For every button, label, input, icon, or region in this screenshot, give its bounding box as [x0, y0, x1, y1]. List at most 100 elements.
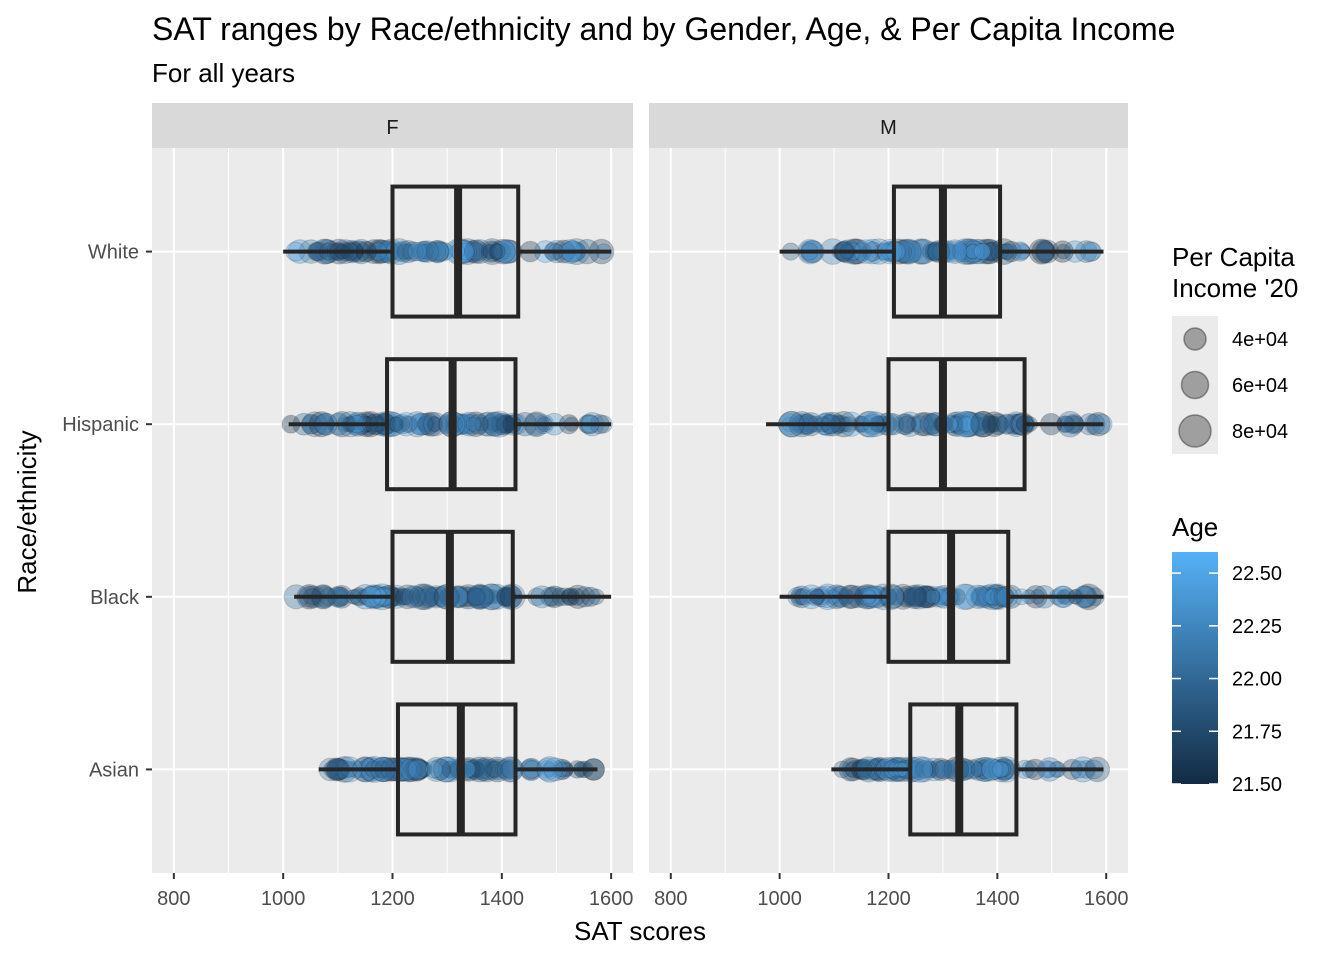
data-point — [417, 415, 435, 433]
data-point — [389, 415, 408, 434]
data-point — [392, 414, 413, 435]
data-point — [906, 588, 925, 606]
facet-strip-m — [649, 103, 1128, 148]
data-point — [474, 412, 499, 437]
data-point — [407, 759, 428, 780]
color-legend-label: 22.00 — [1232, 669, 1282, 691]
data-point — [457, 414, 478, 435]
data-point — [981, 411, 1008, 438]
facet-panels: F 800 1000 1200 1400 1600 M 800 1000 1200 1400 1600… — [62, 103, 1128, 910]
data-point — [424, 416, 442, 433]
data-point — [908, 239, 933, 264]
data-point — [902, 584, 928, 610]
data-point — [966, 238, 993, 265]
data-point — [971, 756, 998, 782]
color-legend-title: Age — [1172, 512, 1218, 542]
color-legend: Age 22.50 22.25 22.00 21.75 21.50 — [1172, 512, 1282, 796]
data-point — [465, 758, 488, 781]
data-point — [466, 583, 494, 610]
data-point — [396, 239, 420, 264]
points-m-black — [787, 583, 1105, 611]
data-point — [895, 413, 917, 436]
color-legend-label: 22.50 — [1232, 563, 1282, 585]
data-point — [475, 411, 501, 437]
points-f-hispanic — [281, 410, 613, 438]
data-point — [922, 243, 939, 260]
size-legend-label: 4e+04 — [1232, 329, 1288, 351]
data-point — [956, 243, 974, 261]
data-point — [985, 415, 1003, 433]
data-point — [951, 238, 979, 265]
data-point — [982, 588, 999, 605]
data-point — [984, 758, 1006, 780]
data-point — [906, 586, 928, 608]
data-point — [952, 240, 974, 263]
data-point — [953, 411, 981, 438]
data-point — [897, 415, 916, 434]
data-point — [946, 416, 964, 433]
data-point — [465, 587, 485, 607]
data-point — [477, 758, 500, 781]
data-point — [922, 760, 940, 779]
facet-strip-f — [152, 103, 633, 148]
color-legend-label: 21.50 — [1232, 774, 1282, 796]
data-point — [456, 586, 478, 608]
data-point — [890, 583, 917, 610]
data-point — [472, 757, 497, 782]
size-legend-label: 6e+04 — [1232, 375, 1288, 397]
data-point — [404, 586, 426, 608]
data-point — [995, 761, 1012, 778]
data-point — [399, 415, 418, 434]
x-tick-label-m: 1400 — [975, 888, 1020, 910]
data-point — [484, 756, 511, 783]
data-point — [926, 760, 944, 779]
data-point — [466, 584, 492, 610]
x-tick-label-m: 1200 — [866, 888, 911, 910]
data-point — [929, 757, 953, 782]
data-point — [904, 586, 925, 607]
x-tick-label-m: 1000 — [757, 888, 802, 910]
data-point — [395, 587, 414, 606]
data-point — [971, 588, 989, 606]
data-point — [912, 586, 933, 607]
data-point — [977, 761, 994, 778]
data-point — [978, 588, 995, 605]
facet-label-m: M — [880, 117, 897, 139]
y-axis: White Hispanic Black Asian — [62, 242, 152, 781]
data-point — [415, 243, 433, 260]
data-point — [895, 585, 918, 608]
y-tick-label-white: White — [88, 242, 139, 264]
data-point — [976, 584, 1001, 609]
data-point — [978, 583, 1005, 611]
data-point — [479, 588, 496, 606]
y-tick-label-black: Black — [90, 587, 140, 609]
data-point — [407, 241, 427, 262]
data-point — [914, 585, 939, 609]
data-point — [482, 243, 498, 260]
facet-m: M 800 1000 1200 1400 1600 — [649, 103, 1128, 910]
data-point — [911, 415, 929, 433]
data-point — [913, 411, 938, 437]
box-m-white — [891, 184, 1003, 319]
data-point — [476, 589, 492, 605]
data-point — [961, 415, 978, 433]
data-point — [403, 760, 422, 779]
data-point — [468, 761, 486, 778]
data-point — [925, 586, 948, 608]
facet-label-f: F — [386, 117, 398, 139]
data-point — [947, 413, 969, 435]
data-point — [403, 411, 431, 438]
data-point — [466, 756, 493, 783]
data-point — [960, 413, 982, 435]
data-point — [914, 585, 937, 608]
data-point — [413, 413, 436, 436]
color-legend-label: 21.75 — [1232, 721, 1282, 743]
data-point — [981, 758, 1004, 781]
data-point — [989, 760, 1007, 778]
data-point — [991, 760, 1009, 778]
data-point — [393, 415, 411, 433]
data-point — [988, 756, 1015, 783]
data-point — [424, 756, 450, 782]
data-point — [404, 757, 429, 782]
